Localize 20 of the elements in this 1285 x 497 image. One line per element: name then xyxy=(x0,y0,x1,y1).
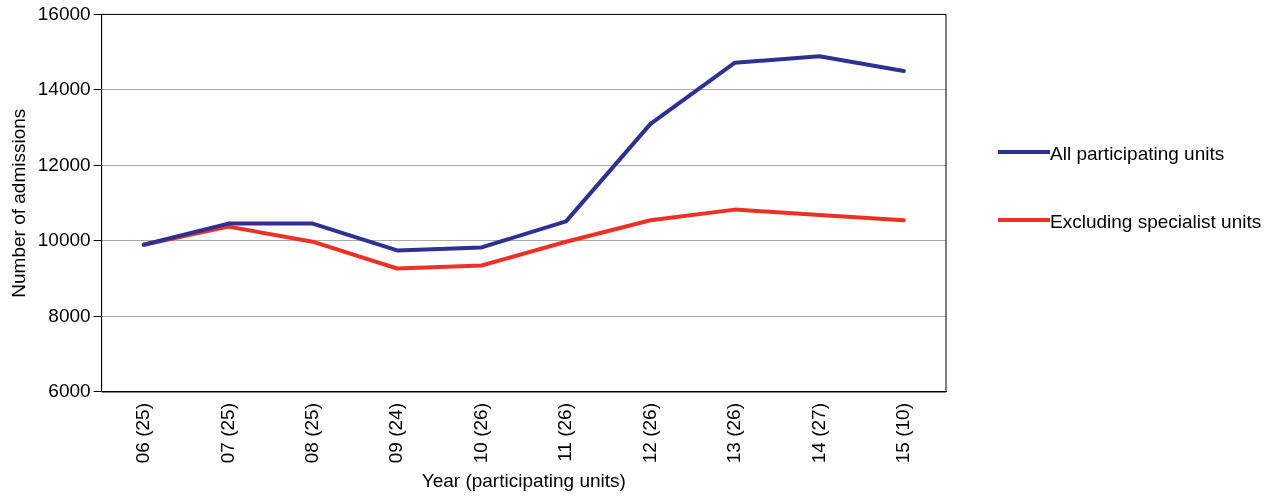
y-axis-title: Number of admissions xyxy=(7,108,29,298)
x-tick-label: 07 (25) xyxy=(216,403,238,464)
y-tick-label: 10000 xyxy=(37,229,91,251)
y-tick-label: 16000 xyxy=(37,2,91,24)
y-tick-label: 6000 xyxy=(48,380,91,402)
x-tick-label: 11 (26) xyxy=(554,403,576,462)
x-tick-label: 13 (26) xyxy=(723,403,745,464)
x-tick-label: 09 (24) xyxy=(385,403,407,464)
y-tick-label: 8000 xyxy=(48,304,91,326)
legend-label: All participating units xyxy=(1050,142,1226,166)
x-tick-label: 15 (10) xyxy=(892,403,914,464)
y-tick-label: 14000 xyxy=(37,78,91,100)
x-tick-label: 10 (26) xyxy=(469,403,491,464)
y-tick-label: 12000 xyxy=(37,153,91,175)
x-tick-label: 06 (25) xyxy=(132,403,154,464)
legend-label: Excluding specialist units xyxy=(1050,210,1263,234)
x-tick-label: 12 (26) xyxy=(638,403,660,464)
x-tick-label: 14 (27) xyxy=(807,403,829,464)
x-axis-title: Year (participating units) xyxy=(421,469,626,491)
x-tick-label: 08 (25) xyxy=(300,403,322,464)
